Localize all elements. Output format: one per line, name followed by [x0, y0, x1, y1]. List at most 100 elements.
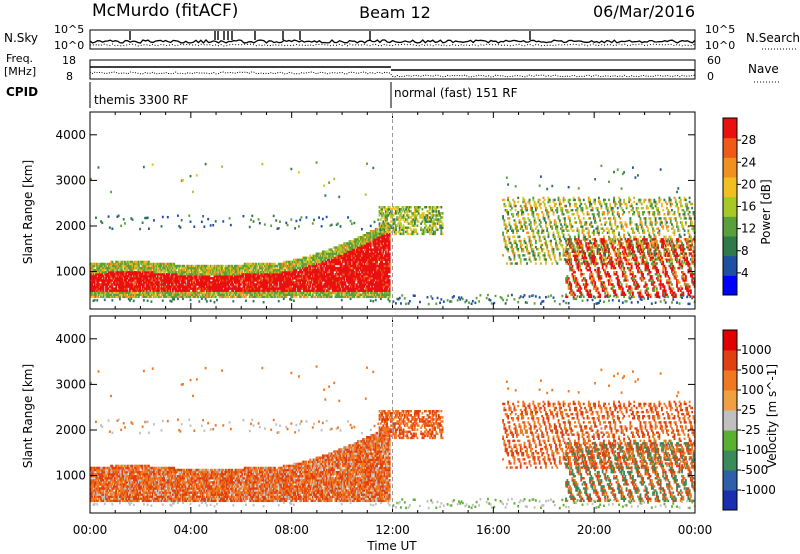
power-cell	[359, 240, 362, 243]
power-cell	[344, 283, 347, 286]
power-cell	[135, 291, 138, 294]
power-cell	[314, 291, 317, 294]
power-cell	[369, 240, 372, 243]
power-cell	[261, 283, 264, 286]
power-cell	[241, 268, 244, 272]
power-cell	[363, 252, 366, 255]
power-cell	[139, 287, 142, 290]
power-cell	[350, 244, 353, 247]
power-cell	[355, 266, 358, 270]
power-cell	[339, 287, 342, 290]
power-cell	[258, 277, 261, 280]
power-cell	[203, 266, 206, 270]
power-cell	[149, 273, 152, 276]
power-cell	[250, 273, 252, 276]
power-cell	[359, 256, 362, 260]
power-cell	[250, 293, 252, 297]
power-cell	[321, 260, 324, 264]
power-cell	[116, 281, 119, 284]
power-cell	[388, 256, 391, 260]
power-cell	[237, 283, 240, 286]
power-cell	[354, 270, 357, 274]
power-cell	[421, 216, 424, 219]
power-cell	[208, 273, 211, 276]
power-cell	[142, 291, 145, 294]
power-cell	[179, 277, 182, 280]
power-cell	[382, 223, 385, 227]
power-cell	[363, 236, 366, 239]
power-cell	[426, 218, 429, 221]
power-cell	[321, 277, 324, 280]
power-cell	[158, 291, 160, 294]
power-cell	[362, 270, 365, 274]
power-cell	[372, 281, 375, 284]
power-cell	[205, 283, 208, 286]
power-cell	[296, 281, 299, 284]
power-cell	[160, 283, 163, 286]
power-cell	[116, 275, 119, 278]
power-cell	[310, 268, 313, 272]
power-cell	[266, 277, 269, 280]
power-cell	[135, 262, 138, 266]
power-cell	[485, 296, 488, 300]
power-cell	[364, 268, 367, 272]
power-cell	[411, 224, 414, 227]
power-cell	[126, 285, 129, 288]
power-cell	[505, 247, 508, 251]
power-cell	[359, 279, 362, 282]
power-cell	[268, 273, 271, 276]
power-cell	[386, 240, 389, 243]
power-cell	[96, 262, 99, 266]
power-cell	[442, 300, 445, 303]
power-cell	[296, 275, 299, 278]
power-cell	[110, 285, 113, 288]
power-cell	[279, 266, 281, 270]
power-cell	[261, 293, 264, 297]
power-cell	[245, 262, 247, 266]
power-cell	[318, 216, 320, 219]
power-cell	[345, 244, 348, 247]
power-cell	[512, 235, 515, 239]
power-cell	[189, 266, 192, 270]
power-cell	[373, 229, 376, 233]
power-cell	[508, 241, 511, 245]
power-cell	[171, 277, 174, 280]
power-cell	[178, 266, 181, 270]
power-cell	[211, 293, 213, 297]
power-cell	[129, 299, 131, 302]
power-cell	[245, 293, 247, 297]
power-cell	[324, 250, 327, 253]
power-cell	[306, 287, 309, 290]
power-cell	[145, 266, 148, 270]
power-cell	[189, 174, 192, 178]
power-cell	[216, 270, 218, 274]
power-cell	[124, 279, 126, 282]
power-cell	[224, 268, 227, 272]
power-cell	[324, 295, 327, 299]
power-cell	[364, 252, 367, 255]
power-cell	[388, 234, 391, 237]
power-cell	[144, 281, 147, 284]
power-cell	[426, 214, 429, 217]
power-cell	[300, 279, 303, 282]
power-cell	[263, 270, 266, 274]
power-cell	[166, 281, 169, 284]
power-cell	[326, 250, 329, 253]
power-cell	[198, 270, 201, 274]
power-cell	[344, 264, 347, 268]
power-cell	[332, 277, 334, 280]
power-cell	[367, 293, 370, 297]
power-cell	[315, 289, 318, 292]
power-cell	[272, 270, 275, 274]
power-cell	[192, 273, 194, 276]
power-cell	[303, 275, 305, 278]
power-cell	[349, 248, 352, 251]
power-cell	[200, 266, 203, 270]
power-cell	[347, 262, 349, 266]
power-cell	[173, 277, 176, 280]
power-cell	[198, 293, 201, 297]
power-cell	[192, 295, 194, 299]
power-cell	[299, 281, 302, 284]
power-cell	[163, 287, 165, 290]
power-cell	[198, 300, 201, 303]
